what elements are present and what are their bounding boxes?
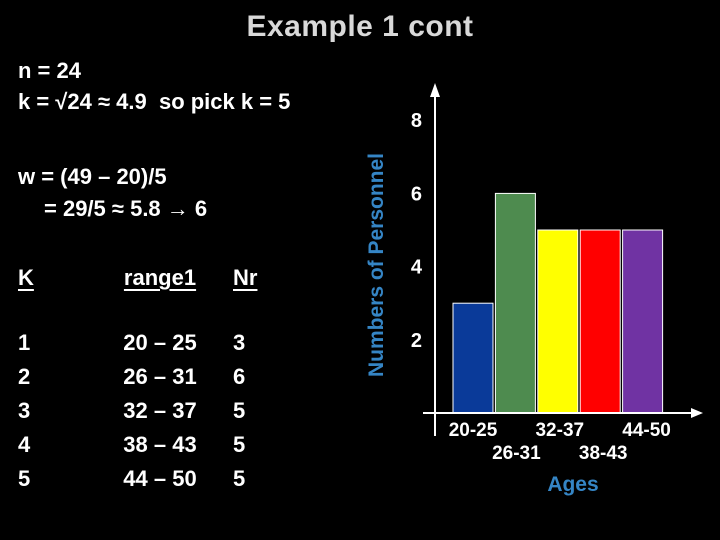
text-w-equation: w = (49 – 20)/5 [18, 164, 167, 189]
cell-range: 20 – 25 [123, 330, 197, 355]
x-category-label: 38-43 [579, 443, 628, 464]
cell-range: 26 – 31 [123, 364, 197, 389]
cell-range: 44 – 50 [123, 466, 197, 491]
cell-nr: 3 [233, 330, 246, 355]
y-tick-label: 4 [411, 257, 423, 279]
bar-32-37 [537, 229, 579, 414]
slide-title: Example 1 cont [246, 10, 474, 43]
table-header-k: K [18, 265, 34, 290]
y-axis-title: Numbers of Personnel [365, 153, 388, 377]
cell-k: 4 [18, 432, 31, 457]
table-row: 1 20 – 25 3 [0, 330, 360, 360]
table-header-nr: Nr [233, 265, 258, 290]
text-n-equation: n = 24 [18, 58, 81, 83]
y-tick-label: 8 [411, 110, 422, 132]
cell-nr: 5 [233, 432, 246, 457]
x-axis-arrow-icon [691, 408, 703, 418]
x-category-label: 20-25 [449, 420, 498, 441]
table-header-row: K range1 Nr [0, 265, 360, 295]
cell-range: 38 – 43 [123, 432, 197, 457]
cell-nr: 5 [233, 398, 246, 423]
table-row: 3 32 – 37 5 [0, 398, 360, 428]
x-category-label: 26-31 [492, 443, 541, 464]
bar-20-25 [452, 302, 494, 414]
cell-range: 32 – 37 [123, 398, 197, 423]
cell-nr: 6 [233, 364, 246, 389]
x-category-label: 44-50 [622, 420, 671, 441]
y-axis-arrow-icon [430, 83, 440, 97]
bar-44-50 [622, 229, 664, 414]
cell-k: 5 [18, 466, 31, 491]
y-tick-label: 2 [411, 330, 422, 352]
table-row: 2 26 – 31 6 [0, 364, 360, 394]
table-row: 4 38 – 43 5 [0, 432, 360, 462]
cell-k: 2 [18, 364, 31, 389]
cell-k: 1 [18, 330, 31, 355]
table-row: 5 44 – 50 5 [0, 466, 360, 496]
bar-38-43 [579, 229, 621, 414]
table-header-range: range1 [123, 265, 197, 290]
bar-26-31 [494, 192, 536, 414]
x-axis-title: Ages [547, 473, 598, 496]
y-tick-label: 6 [411, 183, 422, 205]
x-category-label: 32-37 [535, 420, 584, 441]
cell-nr: 5 [233, 466, 246, 491]
cell-k: 3 [18, 398, 31, 423]
text-k-equation: k = √24 ≈ 4.9 so pick k = 5 [18, 89, 291, 114]
text-w-result: = 29/5 ≈ 5.8 → 6 [44, 196, 208, 221]
